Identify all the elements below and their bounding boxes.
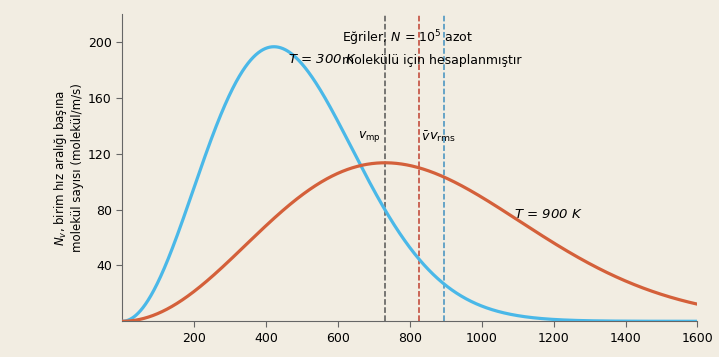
Text: $v_{\mathrm{mp}}$: $v_{\mathrm{mp}}$: [359, 129, 381, 144]
Text: Eğriler, $N$ = 10$^5$ azot
molekülü için hesaplanmıştır: Eğriler, $N$ = 10$^5$ azot molekülü için…: [342, 28, 521, 67]
Text: $v_{\mathrm{rms}}$: $v_{\mathrm{rms}}$: [429, 131, 456, 144]
Text: $\bar{v}$: $\bar{v}$: [421, 131, 430, 144]
Text: $T$ = 300 K: $T$ = 300 K: [288, 53, 357, 66]
Text: $T$ = 900 K: $T$ = 900 K: [514, 208, 583, 221]
Y-axis label: $N_v$, birim hız aralığı başına
molekül sayısı (molekül/m/s): $N_v$, birim hız aralığı başına molekül …: [52, 83, 84, 252]
